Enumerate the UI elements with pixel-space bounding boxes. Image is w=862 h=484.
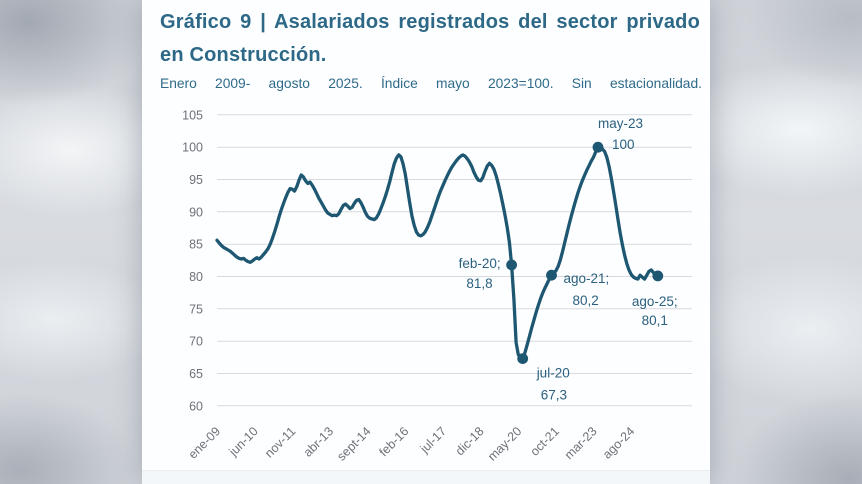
card-footer-strip bbox=[142, 470, 710, 484]
chart-subtitle: Enero 2009- agosto 2025. Índice mayo 202… bbox=[160, 76, 702, 91]
chart-card: Gráfico 9 | Asalariados registrados del … bbox=[142, 0, 710, 484]
chart-title: Gráfico 9 | Asalariados registrados del … bbox=[160, 11, 700, 66]
